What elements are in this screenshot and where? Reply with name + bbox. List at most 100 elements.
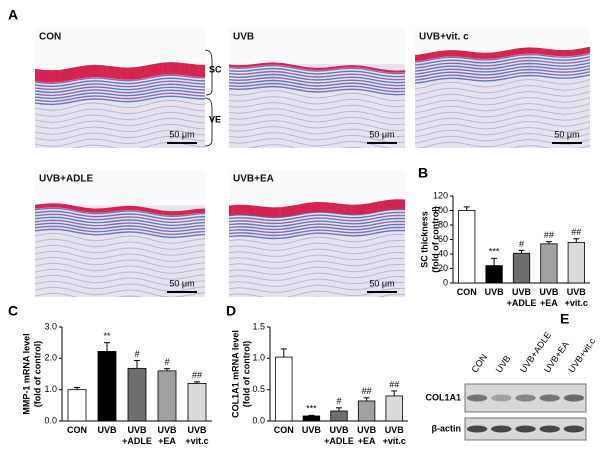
bar: [512, 252, 531, 284]
band-label: COL1A1: [425, 392, 461, 402]
significance: **: [103, 331, 111, 341]
sc-layer: [229, 62, 405, 73]
x-tick-label: UVB +EA: [157, 425, 177, 446]
y-axis-label: (fold of control): [241, 341, 251, 407]
fiber: [229, 300, 405, 310]
blot-band: [491, 394, 512, 402]
fiber: [35, 105, 205, 117]
sc-layer: [35, 68, 205, 79]
fiber: [229, 281, 405, 293]
fiber: [35, 274, 205, 286]
layer: [229, 73, 405, 84]
histology-image: [415, 28, 590, 148]
significance: ##: [544, 230, 554, 240]
layer: [415, 74, 590, 84]
fiber: [415, 132, 590, 144]
image-label: UVB+ADLE: [39, 174, 94, 185]
fiber: [35, 244, 205, 256]
significance: ##: [192, 370, 202, 380]
layer-label: SC: [209, 64, 222, 74]
fiber: [247, 144, 364, 148]
fiber: [229, 138, 405, 148]
layer: [415, 59, 590, 69]
bar: [567, 241, 585, 284]
layer: [415, 68, 590, 78]
bar: [302, 415, 321, 422]
x-tick-label: UVB +vit.c: [185, 425, 208, 446]
fiber: [229, 132, 405, 144]
layer: [35, 216, 205, 227]
bar: [385, 395, 403, 422]
bar: [187, 382, 207, 422]
fiber: [229, 126, 405, 138]
image-label: CON: [39, 32, 61, 43]
fiber: [229, 245, 405, 257]
layer: [35, 92, 205, 103]
blot-band: [491, 425, 512, 433]
fiber: [229, 157, 405, 167]
blot-band: [515, 394, 536, 402]
y-tick-label: 3.0: [44, 321, 57, 331]
fiber: [35, 286, 205, 297]
bar: [275, 356, 293, 422]
y-tick-label: 0.0: [44, 415, 57, 425]
layer: [229, 226, 405, 237]
y-tick-label: 0.0: [252, 415, 265, 425]
layer: [229, 70, 405, 81]
fiber: [35, 299, 205, 309]
sc-layer: [35, 66, 205, 77]
fiber: [35, 250, 205, 262]
sc-layer: [415, 50, 590, 62]
blot-band: [466, 394, 488, 402]
fiber: [229, 90, 405, 102]
bar: [458, 210, 476, 284]
tissue: [229, 208, 405, 297]
fiber: [35, 232, 205, 244]
fiber: [229, 275, 405, 287]
histology-image: [35, 170, 205, 309]
x-tick-label: CON: [67, 425, 87, 435]
fiber: [35, 117, 205, 129]
image-label: UVB: [233, 32, 254, 43]
y-tick-label: 1.0: [44, 384, 57, 394]
layer: [35, 210, 205, 221]
fiber: [415, 102, 590, 114]
y-tick-label: 80: [438, 219, 448, 229]
x-tick-label: UVB +EA: [539, 287, 559, 308]
fiber: [415, 78, 590, 90]
y-tick-label: 1.5: [252, 321, 265, 331]
fiber: [35, 268, 205, 280]
sc-layer: [35, 72, 205, 83]
y-tick-label: 0: [443, 277, 448, 287]
fiber: [229, 251, 405, 263]
fiber: [229, 233, 405, 245]
layer: [35, 80, 205, 91]
x-tick-label: CON: [274, 425, 294, 435]
bar: [157, 370, 177, 422]
layer: [229, 223, 405, 234]
fiber: [35, 160, 205, 170]
fiber: [35, 154, 205, 164]
blot-band: [539, 425, 560, 433]
x-tick-label: UVB +vit.c: [565, 287, 588, 308]
fiber: [35, 292, 143, 297]
fiber: [415, 126, 590, 138]
scale-label: 50 μm: [169, 129, 194, 139]
fiber: [35, 238, 205, 250]
band-label: β-actin: [432, 423, 462, 433]
fiber: [415, 108, 590, 120]
fiber: [35, 123, 205, 135]
fiber: [35, 99, 205, 111]
x-tick-label: UVB +EA: [357, 425, 377, 446]
sc-layer: [35, 64, 205, 75]
y-axis-label: (fold of control): [430, 206, 440, 272]
bar: [357, 400, 376, 422]
fiber: [229, 263, 405, 275]
layer: [415, 71, 590, 81]
image-label: UVB+EA: [233, 174, 274, 185]
layer: [415, 62, 590, 72]
layer: [229, 217, 405, 228]
sc-layer: [415, 48, 590, 60]
fiber: [415, 96, 590, 108]
significance: #: [134, 349, 139, 359]
